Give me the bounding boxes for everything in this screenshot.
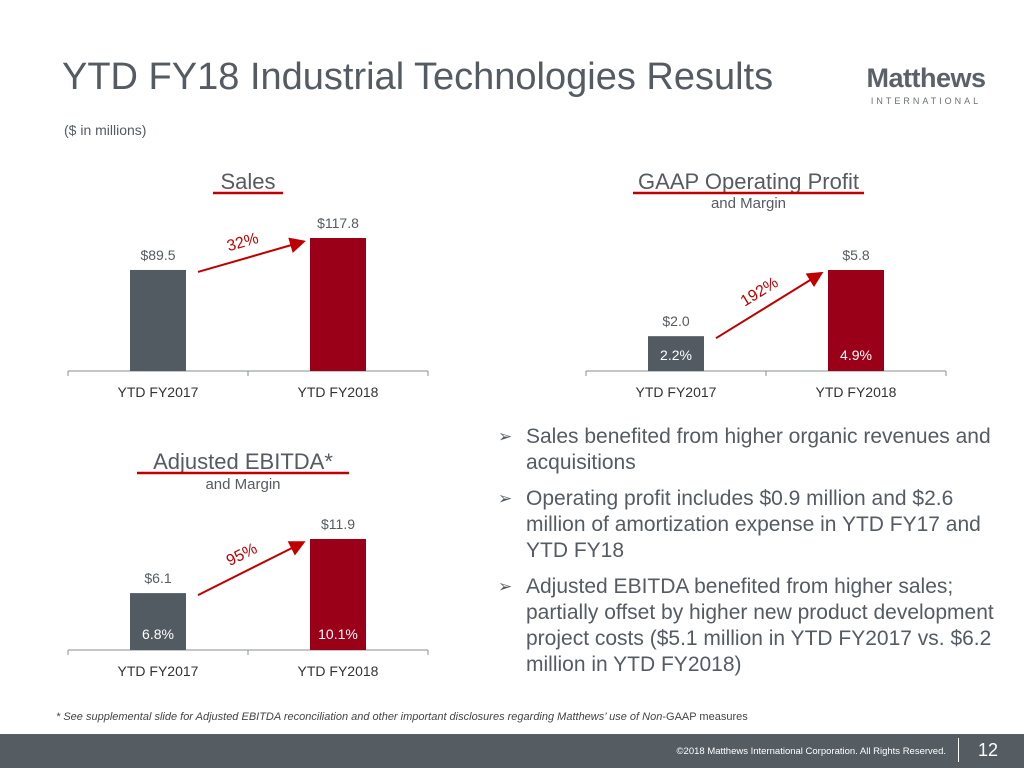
margin-label: 6.8% <box>142 626 174 642</box>
bar-fy2017 <box>130 269 186 371</box>
footer-divider <box>958 738 959 762</box>
bullet-text: Sales benefited from higher organic reve… <box>526 425 991 474</box>
growth-label: 95% <box>224 540 260 570</box>
category-label: YTD FY2017 <box>118 384 199 400</box>
footer-bar: ©2018 Matthews International Corporation… <box>0 734 1024 768</box>
bullet-item: ➢ Sales benefited from higher organic re… <box>498 424 998 476</box>
margin-label: 10.1% <box>318 626 358 642</box>
margin-label: 4.9% <box>840 347 872 363</box>
arrow-bullet-icon: ➢ <box>498 489 513 508</box>
page-number: 12 <box>978 740 999 760</box>
value-label: $5.8 <box>842 247 869 263</box>
commentary-bullets: ➢ Sales benefited from higher organic re… <box>498 424 998 688</box>
bar-fy2018 <box>310 238 366 371</box>
bar-fy2018 <box>310 539 366 650</box>
growth-arrow <box>197 237 306 273</box>
value-label: $117.8 <box>317 215 359 231</box>
arrow-bullet-icon: ➢ <box>498 427 513 446</box>
category-label: YTD FY2018 <box>298 663 379 679</box>
units-note: ($ in millions) <box>64 122 147 138</box>
chart-title: Adjusted EBITDA* <box>153 449 333 474</box>
bar-fy2017 <box>130 593 186 650</box>
bar-fy2017 <box>648 336 704 371</box>
growth-arrow <box>197 541 306 596</box>
footnote-italic: * See supplemental slide for Adjusted EB… <box>56 711 663 723</box>
copyright-text: ©2018 Matthews International Corporation… <box>676 746 946 757</box>
footnote: * See supplemental slide for Adjusted EB… <box>56 711 748 723</box>
bullet-item: ➢ Operating profit includes $0.9 million… <box>498 486 998 564</box>
chart-title: GAAP Operating Profit <box>638 169 859 194</box>
bullet-item: ➢ Adjusted EBITDA benefited from higher … <box>498 574 998 678</box>
arrow-bullet-icon: ➢ <box>498 577 513 596</box>
bullet-text: Adjusted EBITDA benefited from higher sa… <box>526 575 994 676</box>
logo-tagline: INTERNATIONAL <box>870 96 982 106</box>
chart-subtitle: and Margin <box>711 195 786 212</box>
category-label: YTD FY2017 <box>118 663 199 679</box>
growth-arrow <box>715 271 824 340</box>
value-label: $11.9 <box>321 516 355 532</box>
company-logo: Matthews INTERNATIONAL <box>852 64 1000 106</box>
page-title: YTD FY18 Industrial Technologies Results <box>62 56 774 98</box>
category-label: YTD FY2017 <box>636 384 717 400</box>
category-label: YTD FY2018 <box>816 384 897 400</box>
value-label: $2.0 <box>662 313 689 329</box>
category-label: YTD FY2018 <box>298 384 379 400</box>
chart-title: Sales <box>220 169 275 194</box>
bar-fy2018 <box>828 270 884 371</box>
value-label: $89.5 <box>140 247 175 263</box>
chart-subtitle: and Margin <box>205 476 280 493</box>
footnote-normal: -GAAP measures <box>662 711 748 723</box>
logo-wordmark: Matthews <box>866 63 986 93</box>
value-label: $6.1 <box>144 570 171 586</box>
bullet-text: Operating profit includes $0.9 million a… <box>526 487 981 562</box>
margin-label: 2.2% <box>660 347 692 363</box>
